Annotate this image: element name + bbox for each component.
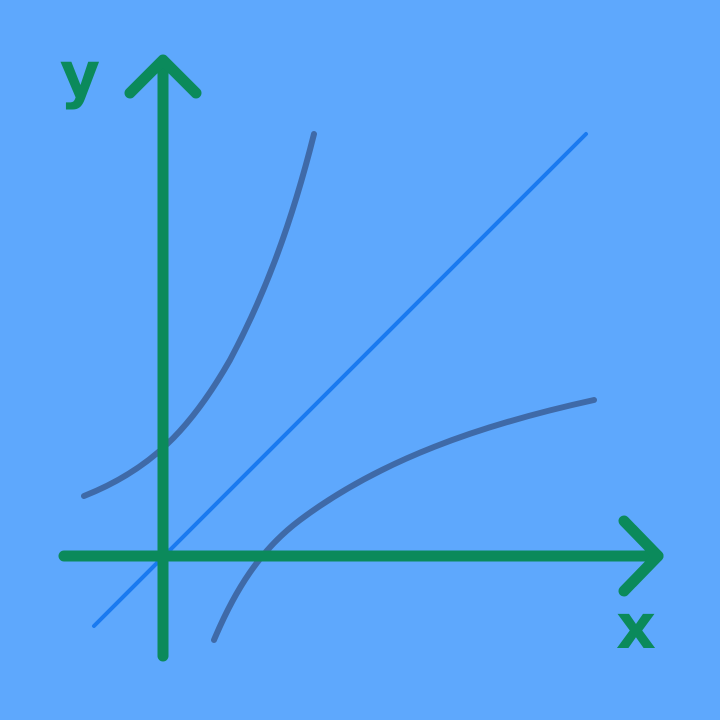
identity-line	[92, 132, 588, 628]
x-axis-label: x	[616, 590, 656, 663]
exponential-curve	[81, 131, 317, 499]
logarithmic-curve	[211, 397, 597, 643]
y-axis-label: y	[60, 38, 100, 111]
y-axis-arrowhead	[124, 54, 202, 99]
x-axis-arrowhead	[618, 515, 664, 597]
